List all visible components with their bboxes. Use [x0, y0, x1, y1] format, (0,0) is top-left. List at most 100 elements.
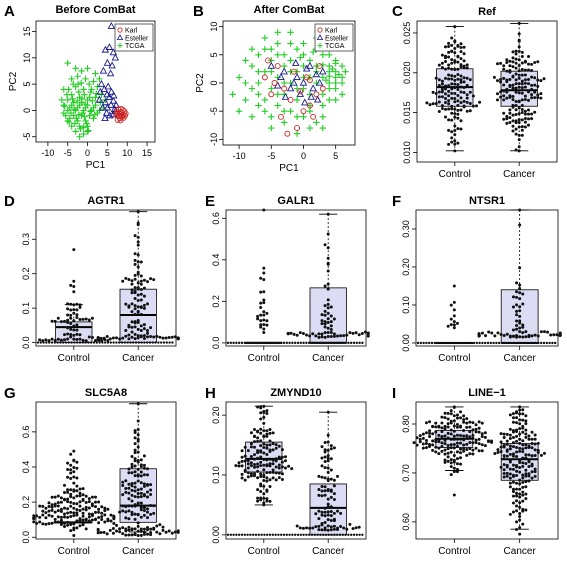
- data-point: [444, 59, 447, 63]
- data-point: [508, 436, 512, 440]
- data-point: [437, 84, 441, 88]
- data-point: [149, 335, 153, 339]
- data-point: [142, 509, 146, 513]
- data-point: [326, 256, 330, 260]
- data-point: [271, 431, 275, 435]
- data-point: [259, 319, 263, 323]
- data-point: [136, 458, 140, 462]
- zero-point: [64, 341, 68, 344]
- data-point: [176, 529, 180, 533]
- data-point: [139, 529, 143, 533]
- category-label: Cancer: [312, 353, 345, 364]
- data-point: [514, 86, 518, 90]
- data-point: [103, 506, 107, 510]
- data-point: [517, 125, 521, 129]
- data-point: [142, 473, 146, 477]
- y-tick-label: 0.80: [401, 415, 411, 433]
- data-point: [323, 466, 327, 470]
- data-point: [84, 505, 88, 509]
- data-point: [536, 60, 540, 64]
- data-point: [87, 318, 91, 322]
- data-point: [63, 490, 66, 494]
- karl-point: [271, 80, 278, 86]
- data-point: [533, 83, 537, 87]
- data-point: [130, 325, 134, 329]
- data-point: [431, 448, 435, 452]
- data-point: [136, 243, 140, 247]
- zero-point: [458, 341, 462, 345]
- data-point: [326, 448, 330, 452]
- data-point: [66, 523, 70, 527]
- zero-point: [36, 341, 40, 344]
- data-point: [56, 509, 60, 513]
- data-point: [265, 311, 269, 315]
- data-point: [453, 139, 457, 143]
- data-point: [527, 335, 531, 339]
- karl-point: [316, 63, 323, 70]
- data-point: [468, 441, 472, 445]
- data-point: [133, 252, 137, 256]
- data-point: [326, 510, 330, 514]
- data-point: [124, 302, 128, 306]
- data-point: [477, 442, 481, 446]
- data-point: [450, 87, 454, 91]
- data-point: [499, 332, 503, 336]
- data-point: [136, 310, 140, 314]
- data-point: [505, 90, 509, 94]
- data-point: [265, 443, 269, 447]
- karl-point: [121, 112, 128, 119]
- data-point: [480, 331, 484, 335]
- zero-point: [232, 341, 235, 345]
- data-point: [320, 510, 324, 514]
- data-point: [56, 515, 60, 519]
- legend-esteller-marker: [316, 34, 324, 40]
- data-point: [452, 454, 456, 458]
- zero-point: [447, 341, 450, 345]
- zero-point: [260, 533, 263, 537]
- data-point: [142, 454, 146, 458]
- zero-point: [160, 341, 163, 344]
- data-point: [265, 323, 269, 327]
- data-point: [326, 282, 330, 286]
- data-point: [421, 446, 425, 450]
- data-point: [53, 502, 57, 506]
- data-point: [520, 107, 524, 111]
- zero-point: [361, 341, 364, 345]
- data-point: [452, 424, 456, 428]
- data-point: [533, 60, 537, 64]
- category-label: Cancer: [503, 169, 536, 180]
- tcga-point: [248, 62, 256, 70]
- data-point: [505, 121, 509, 125]
- esteller-point: [95, 95, 104, 103]
- data-point: [149, 512, 153, 516]
- data-point: [118, 510, 122, 514]
- zero-point: [277, 533, 280, 537]
- data-point: [452, 308, 456, 312]
- data-point: [518, 482, 522, 486]
- data-point: [518, 319, 522, 323]
- data-point: [265, 489, 269, 493]
- data-point: [471, 428, 475, 432]
- data-point: [471, 452, 475, 456]
- data-point: [326, 528, 330, 532]
- data-point: [342, 526, 346, 530]
- zero-point: [338, 533, 342, 537]
- tcga-point: [268, 45, 275, 53]
- data-point: [468, 447, 472, 451]
- tcga-point: [81, 91, 88, 98]
- data-point: [280, 460, 284, 464]
- data-point: [136, 287, 140, 291]
- plot-frame: [415, 401, 559, 540]
- data-point: [56, 494, 60, 498]
- data-point: [72, 528, 76, 532]
- tcga-point: [280, 107, 288, 115]
- data-point: [518, 511, 522, 515]
- chart-title: ZMYND10: [270, 387, 321, 399]
- data-point: [524, 474, 528, 478]
- tcga-point: [248, 85, 256, 92]
- box-cancer: [492, 21, 546, 153]
- data-point: [453, 59, 457, 63]
- esteller-point: [267, 61, 276, 69]
- data-point: [314, 512, 318, 516]
- y-tick-label: 0.015: [402, 101, 412, 124]
